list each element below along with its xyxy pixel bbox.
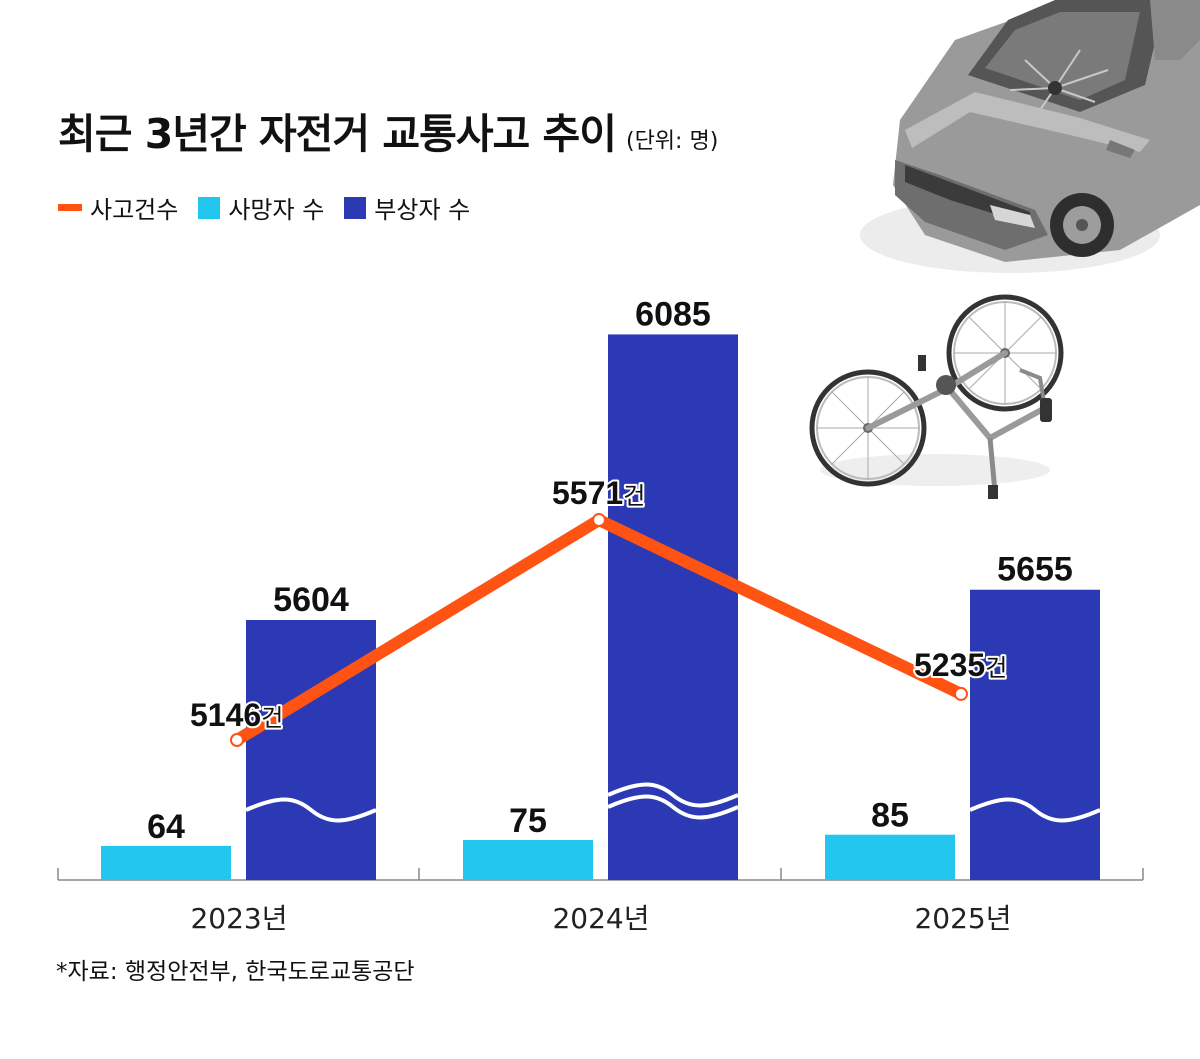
deaths-bar-label-0: 64 bbox=[147, 808, 185, 846]
accidents-point-1 bbox=[592, 513, 606, 528]
accidents-point-2 bbox=[954, 686, 968, 701]
axis-break-mark-1 bbox=[607, 782, 739, 808]
title-text: 최근 3년간 자전거 교통사고 추이 bbox=[58, 110, 617, 158]
deaths-bar-2 bbox=[825, 834, 955, 880]
deaths-bar-1 bbox=[463, 840, 593, 880]
injuries-bar-label-2: 5655 bbox=[997, 551, 1073, 589]
legend: 사고건수 사망자 수 부상자 수 bbox=[58, 190, 490, 225]
chart-title: 최근 3년간 자전거 교통사고 추이 (단위: 명) bbox=[58, 100, 718, 160]
accidents-point-0 bbox=[230, 733, 244, 747]
x-tick-label-2: 2025년 bbox=[914, 902, 1011, 935]
injuries-bar-0 bbox=[246, 620, 376, 880]
legend-swatch-deaths bbox=[198, 196, 221, 219]
deaths-bar-label-1: 75 bbox=[509, 802, 547, 840]
x-tick-label-0: 2023년 bbox=[190, 902, 287, 935]
x-axis bbox=[57, 868, 1144, 881]
axis-break-mark-2 bbox=[969, 797, 1101, 823]
legend-label-deaths: 사망자 수 bbox=[228, 196, 325, 224]
damaged-car-icon bbox=[860, 0, 1200, 273]
axis-break-mark-1-b bbox=[607, 794, 739, 820]
legend-label-injuries: 부상자 수 bbox=[374, 196, 471, 224]
legend-swatch-injuries bbox=[344, 196, 367, 219]
injuries-bar-2 bbox=[970, 589, 1100, 880]
x-tick-label-1: 2024년 bbox=[552, 902, 649, 935]
series-deaths: 64 75 85 bbox=[101, 797, 955, 880]
unit-note: (단위: 명) bbox=[625, 129, 719, 154]
x-tick-labels: 2023년 2024년 2025년 bbox=[190, 902, 1011, 935]
injuries-bar-label-0: 5604 bbox=[273, 581, 349, 619]
series-injuries: 5604 6085 5655 bbox=[245, 295, 1101, 880]
axis-break-mark-0 bbox=[245, 797, 377, 823]
fallen-bicycle-icon bbox=[809, 294, 1064, 499]
legend-item-deaths: 사망자 수 bbox=[198, 190, 324, 225]
legend-item-injuries: 부상자 수 bbox=[344, 190, 470, 225]
deaths-bar-0 bbox=[101, 845, 231, 880]
legend-swatch-accidents bbox=[58, 204, 82, 211]
source-note: *자료: 행정안전부, 한국도로교통공단 bbox=[56, 959, 415, 985]
legend-label-accidents: 사고건수 bbox=[90, 196, 179, 224]
injuries-bar-label-1: 6085 bbox=[635, 295, 711, 333]
deaths-bar-label-2: 85 bbox=[871, 797, 909, 835]
legend-item-accidents: 사고건수 bbox=[58, 190, 178, 225]
